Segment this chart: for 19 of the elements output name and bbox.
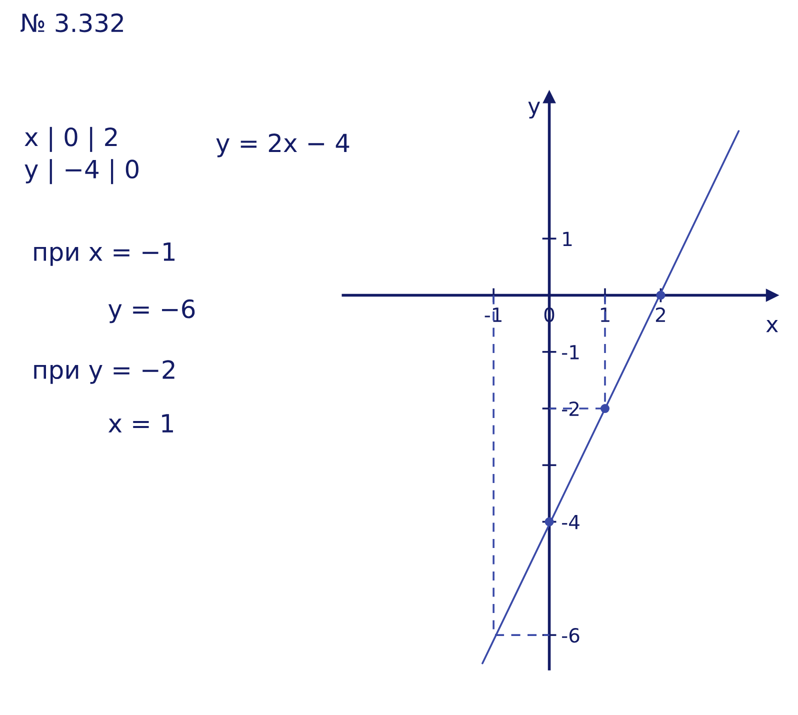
y-tick-label: -6	[562, 628, 580, 643]
text: x = 1	[108, 414, 173, 432]
y-axis-title: y	[528, 102, 540, 119]
annotation: y = 2x − 4	[216, 133, 350, 158]
y-tick-label: 1	[563, 232, 572, 246]
point	[656, 290, 666, 300]
y-tick-label: -2	[562, 401, 579, 416]
text: при y = −2	[34, 360, 174, 384]
point	[600, 404, 610, 414]
text: y | −4 | 0	[24, 159, 138, 184]
text: при x = −1	[34, 242, 175, 266]
text: № 3.332	[20, 13, 123, 32]
x-axis-title: x	[766, 320, 778, 332]
text: y = −6	[108, 299, 195, 324]
text: x | 0 | 2	[24, 126, 117, 152]
x-tick-label: 2	[656, 307, 665, 322]
y-tick-label: -4	[562, 514, 580, 530]
point	[544, 517, 554, 526]
y-tick-label: -1	[562, 345, 579, 360]
